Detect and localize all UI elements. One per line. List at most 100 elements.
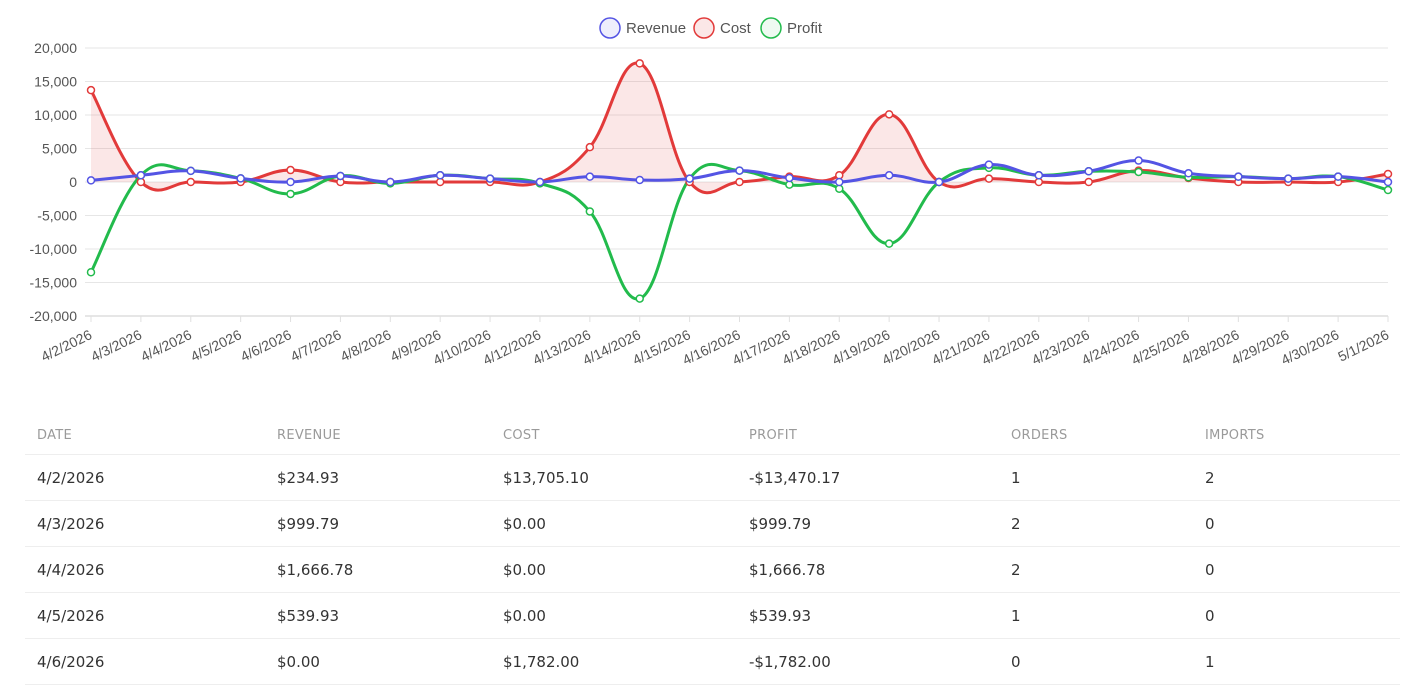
cost-line (89, 61, 1390, 195)
table-row: 4/6/2026 $0.00 $1,782.00 -$1,782.00 0 1 (25, 638, 1400, 685)
revenue-point (884, 171, 894, 180)
profit-point (1134, 167, 1143, 177)
revenue-point (86, 176, 96, 185)
cell-orders: 0 (999, 638, 1193, 685)
cell-cost: $0.00 (491, 592, 737, 639)
line-chart: 20,000 15,000 10,000 5,000 0 -5,000 -10,000 -15… (30, 17, 1393, 368)
cell-profit: $539.93 (737, 592, 999, 639)
cell-cost: $0.00 (491, 500, 737, 547)
cost-point (635, 59, 644, 68)
cost-point (585, 142, 595, 152)
legend-item-profit: Profit (760, 17, 823, 39)
x-tick-label: 4/7/2026 (288, 326, 344, 364)
legend-swatch (760, 17, 782, 39)
cost-point (286, 165, 295, 175)
cell-profit: $1,666.78 (737, 546, 999, 593)
revenue-point (1084, 167, 1093, 176)
header-imports: IMPORTS (1193, 416, 1400, 455)
revenue-point (1234, 172, 1243, 181)
x-tick-label: 4/3/2026 (88, 326, 144, 364)
cell-imports: 0 (1193, 592, 1400, 639)
cell-profit: $999.79 (737, 500, 999, 547)
cell-revenue: $539.93 (265, 592, 491, 639)
cell-date: 4/5/2026 (25, 592, 265, 639)
revenue-point (1134, 156, 1143, 165)
revenue-point (785, 173, 794, 183)
revenue-point (585, 172, 595, 181)
profit-point (635, 294, 644, 303)
revenue-point (934, 177, 944, 187)
cell-orders: 2 (999, 500, 1193, 547)
data-table: DATE REVENUE COST PROFIT ORDERS IMPORTS … (25, 416, 1400, 685)
profit-line (89, 162, 1390, 301)
revenue-point (1034, 171, 1044, 180)
legend-label: Cost (720, 20, 752, 37)
y-tick-label: 10,000 (34, 107, 77, 123)
cell-date: 4/4/2026 (25, 546, 265, 593)
y-tick-label: -10,000 (30, 241, 78, 257)
header-orders: ORDERS (999, 416, 1193, 455)
cost-point (86, 85, 96, 95)
legend-swatch (693, 17, 715, 39)
revenue-point (1184, 169, 1193, 178)
cell-imports: 1 (1193, 638, 1400, 685)
cell-cost: $0.00 (491, 546, 737, 593)
x-tick-label: 4/6/2026 (238, 326, 294, 364)
data-table-container: DATE REVENUE COST PROFIT ORDERS IMPORTS … (25, 416, 1400, 685)
cell-orders: 2 (999, 546, 1193, 593)
revenue-point (984, 160, 994, 169)
y-tick-label: -20,000 (30, 308, 78, 324)
legend-item-cost: Cost (693, 17, 752, 39)
y-tick-label: -5,000 (37, 208, 77, 224)
revenue-point (236, 174, 245, 183)
cell-revenue: $1,666.78 (265, 546, 491, 593)
y-tick-label: 5,000 (42, 141, 77, 157)
profit-point (585, 207, 595, 216)
cost-point (735, 177, 744, 187)
x-tick-label: 5/1/2026 (1335, 326, 1391, 364)
revenue-point (386, 177, 395, 187)
revenue-point (1283, 174, 1293, 183)
y-tick-label: 0 (69, 174, 77, 190)
cost-point (1383, 169, 1393, 179)
cost-point (884, 110, 894, 119)
revenue-point (336, 171, 345, 181)
cell-date: 4/2/2026 (25, 454, 265, 501)
table-header-row: DATE REVENUE COST PROFIT ORDERS IMPORTS (25, 416, 1400, 455)
profit-point (86, 268, 96, 277)
cost-point (984, 174, 994, 183)
revenue-point (535, 177, 545, 187)
table-row: 4/3/2026 $999.79 $0.00 $999.79 2 0 (25, 500, 1400, 547)
profit-point (1383, 185, 1393, 195)
revenue-point (286, 177, 295, 187)
header-date: DATE (25, 416, 265, 455)
x-tick-label: 4/2/2026 (38, 326, 94, 364)
cell-orders: 1 (999, 592, 1193, 639)
cell-profit: -$1,782.00 (737, 638, 999, 685)
legend-label: Profit (787, 20, 823, 37)
cell-orders: 1 (999, 454, 1193, 501)
y-tick-label: 20,000 (34, 40, 77, 56)
legend-item-revenue: Revenue (599, 17, 686, 39)
header-cost: COST (491, 416, 737, 455)
revenue-point (485, 174, 495, 183)
revenue-point (685, 174, 694, 183)
revenue-point (1333, 172, 1343, 181)
revenue-point (635, 175, 644, 185)
cell-cost: $13,705.10 (491, 454, 737, 501)
cell-date: 4/6/2026 (25, 638, 265, 685)
cell-date: 4/3/2026 (25, 500, 265, 547)
profit-point (286, 189, 295, 199)
cost-point (186, 177, 196, 187)
y-tick-label: -15,000 (30, 275, 78, 291)
revenue-point (835, 177, 844, 187)
cell-cost: $1,782.00 (491, 638, 737, 685)
y-tick-label: 15,000 (34, 74, 77, 90)
x-tick-label: 4/4/2026 (138, 326, 194, 364)
x-tick-label: 4/30/2026 (1278, 326, 1341, 368)
cell-revenue: $0.00 (265, 638, 491, 685)
revenue-point (186, 166, 196, 176)
x-tick-label: 4/8/2026 (338, 326, 394, 364)
cell-revenue: $234.93 (265, 454, 491, 501)
table-row: 4/5/2026 $539.93 $0.00 $539.93 1 0 (25, 592, 1400, 639)
